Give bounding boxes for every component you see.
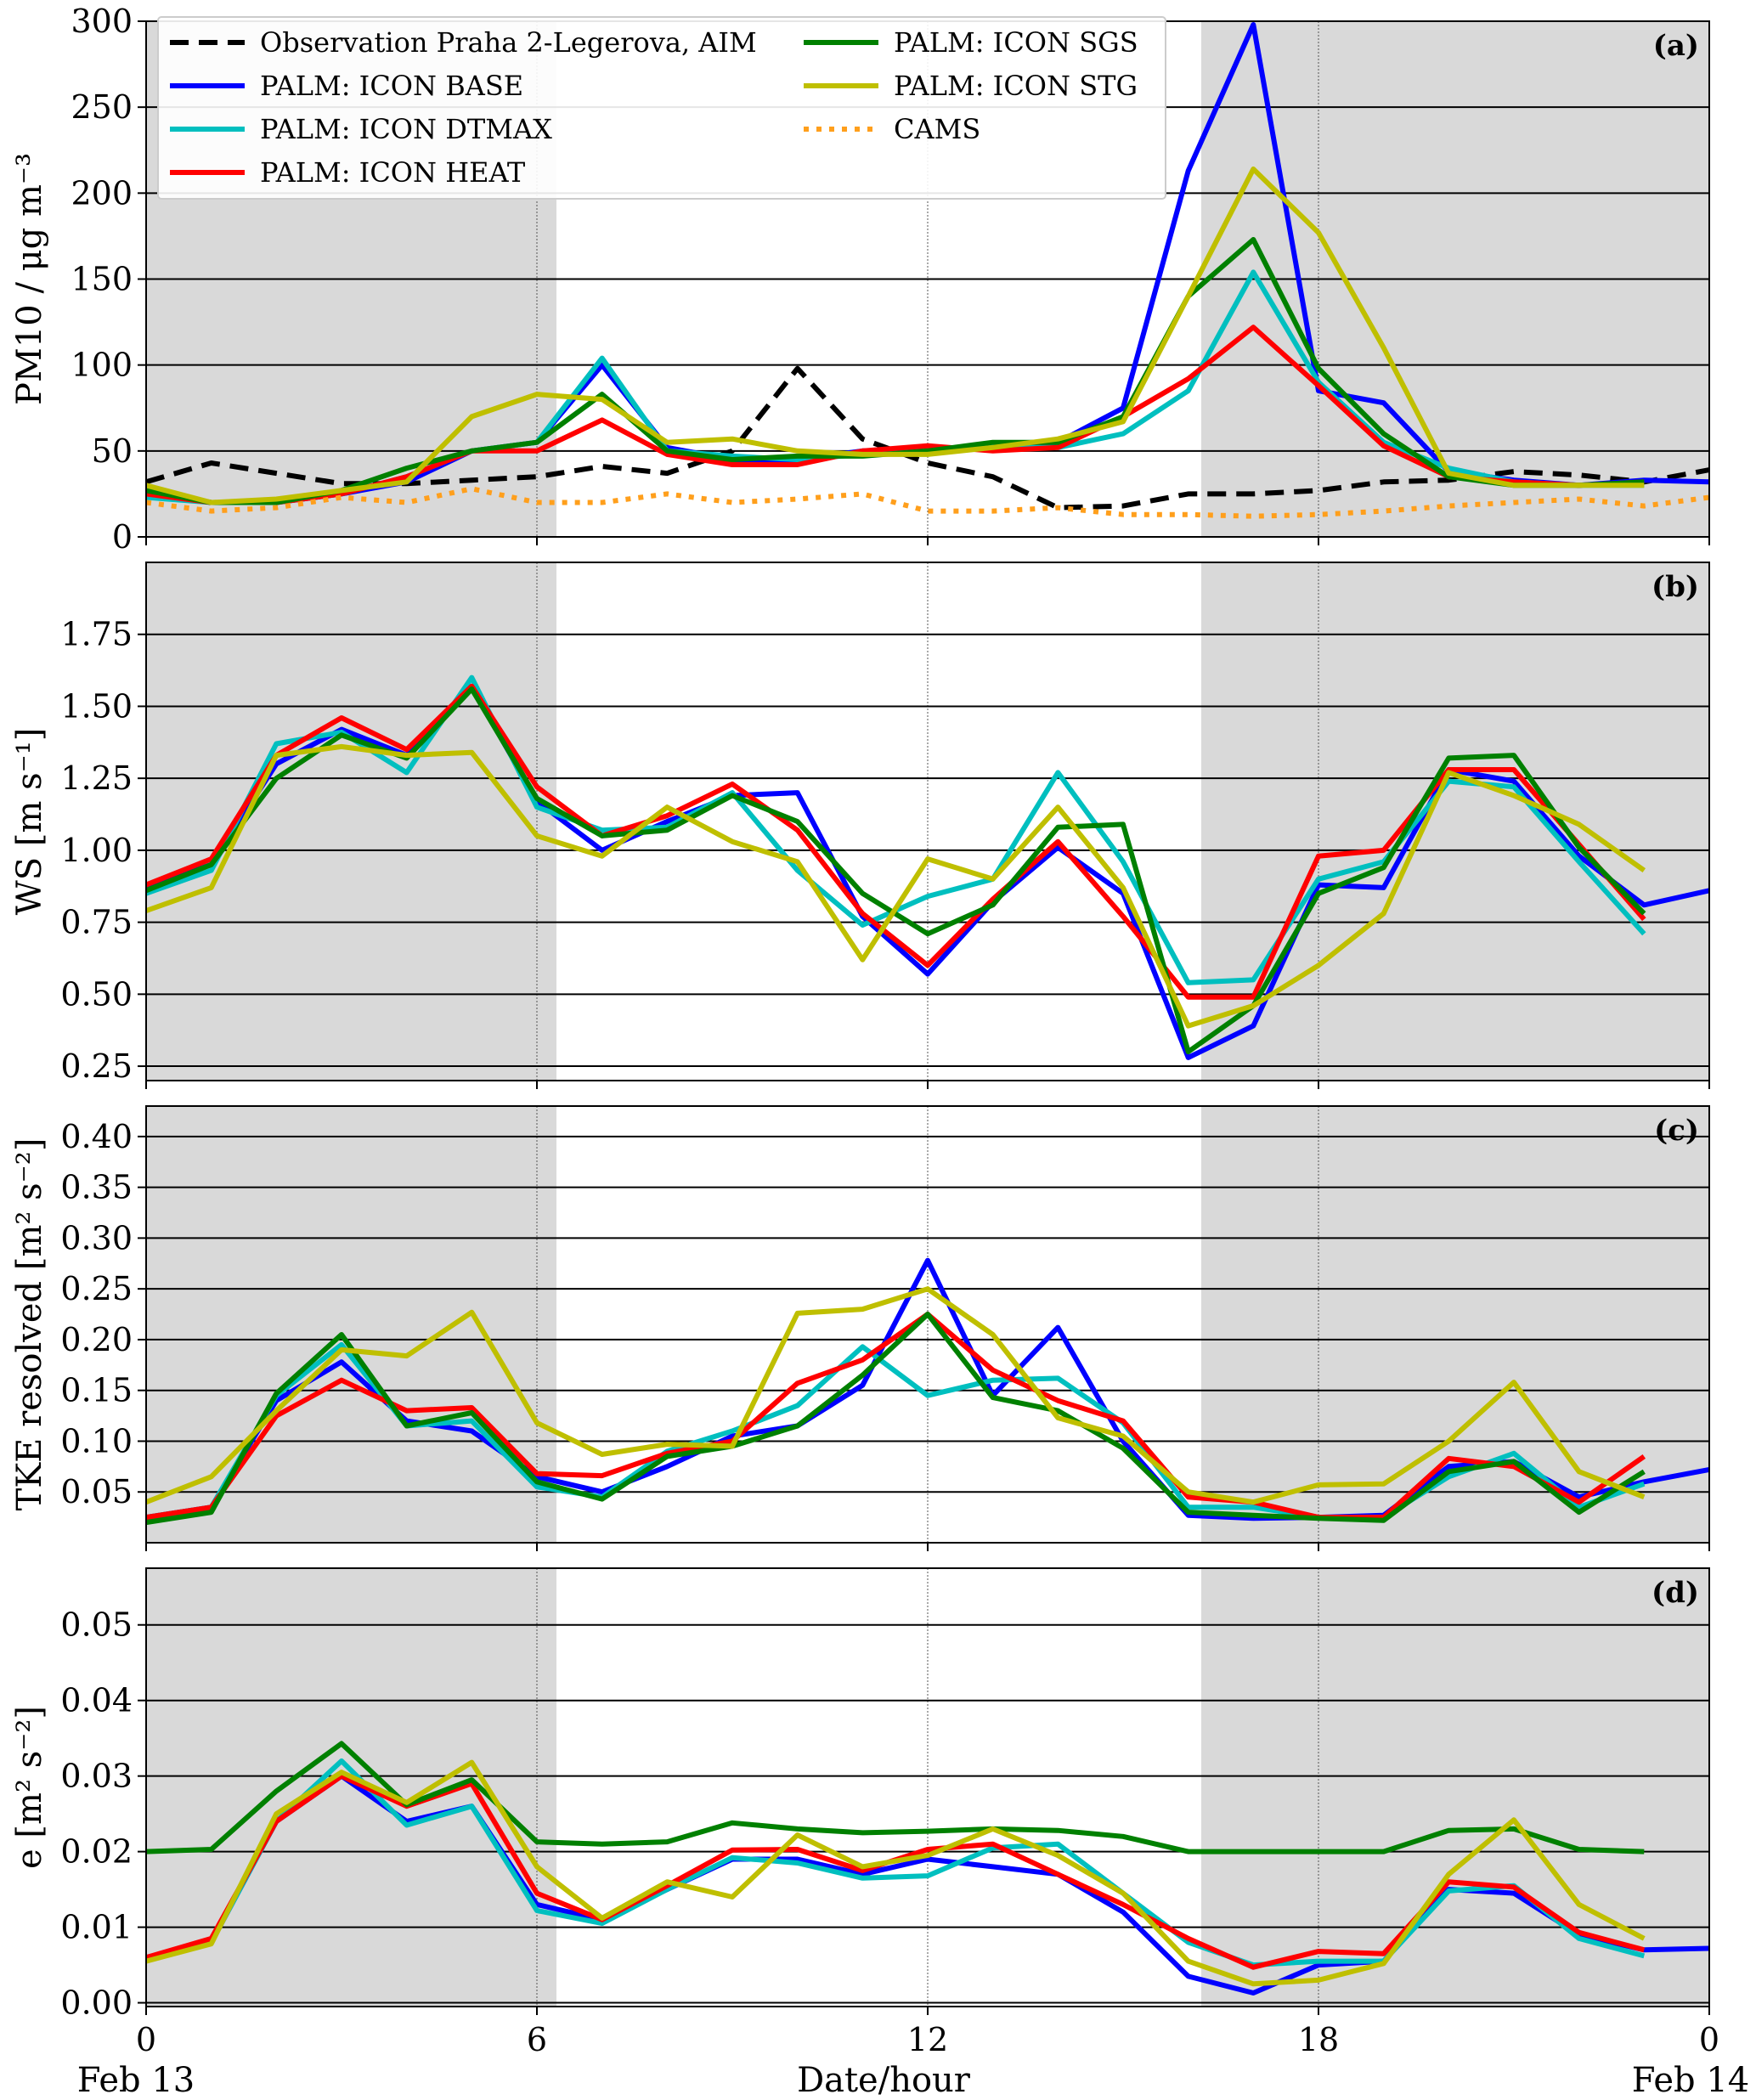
series-line (145, 167, 1645, 505)
night-shading (146, 562, 556, 1081)
y-tick-label: 0.25 (60, 1270, 133, 1307)
x-axis-label: Date/hour (797, 2061, 971, 2100)
panel-b: 0.25 0.50 0.75 1.00 1.25 1.50 1.75 (b) WS [m s… (10, 562, 1710, 1089)
panel-d: 0.00 0.01 0.02 0.03 0.04 0.05 (d) e [m² s⁻²] (10, 1567, 1710, 2022)
y-tick-label: 0.20 (60, 1321, 133, 1358)
panel-c-grid (146, 1106, 1709, 1543)
y-tick-label: 0.10 (60, 1422, 133, 1459)
y-tick-label: 1.00 (60, 832, 133, 869)
y-tick-label: 250 (71, 88, 133, 126)
y-tick-label: 1.25 (60, 759, 133, 797)
y-tick-label: 0.00 (60, 1984, 133, 2022)
legend-label: PALM: ICON SGS (894, 26, 1138, 59)
y-tick-label: 0.15 (60, 1372, 133, 1409)
y-tick-label: 0.35 (60, 1169, 133, 1206)
panel-d-series (145, 1741, 1710, 1996)
legend-label: PALM: ICON BASE (260, 70, 523, 102)
x-tick-label: 12 (907, 2021, 948, 2058)
legend-label: Observation Praha 2-Legerova, AIM (260, 26, 757, 59)
x-tick-label: 0 (136, 2021, 156, 2058)
y-tick-label: 0.75 (60, 904, 133, 941)
y-tick-label: 0.02 (60, 1833, 133, 1871)
x-tick-label: 0 (1699, 2021, 1719, 2058)
panel-c-yticks: 0.05 0.10 0.15 0.20 0.25 0.30 0.35 0.40 (60, 1118, 1710, 1551)
y-tick-label: 150 (71, 261, 133, 298)
y-tick-label: 0.30 (60, 1219, 133, 1256)
panel-c: 0.05 0.10 0.15 0.20 0.25 0.30 0.35 0.40 (c) TKE… (10, 1105, 1710, 1551)
legend-box (157, 16, 1166, 200)
panel-b-series (144, 675, 1710, 1060)
legend-label: PALM: ICON STG (894, 70, 1138, 102)
series-line (144, 1286, 1646, 1505)
legend-label: PALM: ICON HEAT (260, 156, 526, 189)
y-tick-label: 50 (92, 432, 133, 470)
x-date-start-label: Feb 13 (77, 2061, 195, 2100)
panel-d-grid (146, 1568, 1709, 2007)
night-shading (1201, 1568, 1709, 2007)
panel-d-ylabel: e [m² s⁻²] (10, 1706, 49, 1869)
series-line (145, 1741, 1645, 1854)
series-line (145, 1312, 1646, 1521)
y-tick-label: 0.25 (60, 1047, 133, 1085)
panel-b-label: (b) (1652, 570, 1699, 604)
panel-c-ylabel: TKE resolved [m² s⁻²] (10, 1138, 49, 1511)
panel-c-label: (c) (1654, 1114, 1699, 1148)
y-tick-label: 300 (71, 3, 133, 40)
y-tick-label: 0.04 (60, 1682, 133, 1719)
legend-label: PALM: ICON DTMAX (260, 113, 552, 145)
series-line (145, 325, 1645, 505)
legend-label: CAMS (894, 113, 980, 145)
y-tick-label: 0.01 (60, 1909, 133, 1946)
night-shading (1201, 562, 1709, 1081)
series-line (144, 743, 1646, 1029)
x-tick-label: 18 (1298, 2021, 1339, 2058)
panel-b-ylabel: WS [m s⁻¹] (10, 728, 49, 916)
y-tick-label: 1.50 (60, 687, 133, 725)
y-tick-label: 100 (71, 347, 133, 384)
y-tick-label: 0 (112, 518, 133, 556)
panel-a-yticks: 0 50 100 150 200 250 300 (71, 3, 1710, 556)
panel-c-series (144, 1257, 1710, 1526)
series-line (145, 1312, 1646, 1526)
series-line (144, 683, 1646, 1000)
legend: Observation Praha 2-Legerova, AIM PALM: I… (157, 16, 1166, 200)
panel-a-series (145, 22, 1710, 519)
y-tick-label: 0.03 (60, 1758, 133, 1795)
panel-d-yticks: 0.00 0.01 0.02 0.03 0.04 0.05 (60, 1606, 1710, 2022)
panel-b-grid (146, 562, 1709, 1081)
panel-a-ylabel: PM10 / μg m⁻³ (10, 153, 49, 405)
y-tick-label: 0.40 (60, 1118, 133, 1155)
x-date-end-label: Feb 14 (1632, 2061, 1749, 2100)
x-tick-label: 6 (527, 2021, 547, 2058)
panel-d-frame (145, 1567, 1710, 2007)
y-tick-label: 0.05 (60, 1606, 133, 1644)
panel-c-frame (145, 1105, 1710, 1544)
panel-b-yticks: 0.25 0.50 0.75 1.00 1.25 1.50 1.75 (60, 616, 1710, 1089)
y-tick-label: 0.50 (60, 975, 133, 1013)
y-tick-label: 1.75 (60, 616, 133, 653)
panel-d-label: (d) (1652, 1576, 1699, 1610)
y-tick-label: 0.05 (60, 1473, 133, 1510)
series-line (145, 1759, 1646, 1987)
panel-b-frame (145, 562, 1710, 1081)
x-axis-ticks: 0 6 12 18 0 (136, 2021, 1719, 2058)
series-line (145, 1257, 1710, 1521)
legend-items: Observation Praha 2-Legerova, AIM PALM: I… (170, 26, 1138, 189)
panel-a-label: (a) (1653, 29, 1699, 63)
y-tick-label: 200 (71, 174, 133, 212)
